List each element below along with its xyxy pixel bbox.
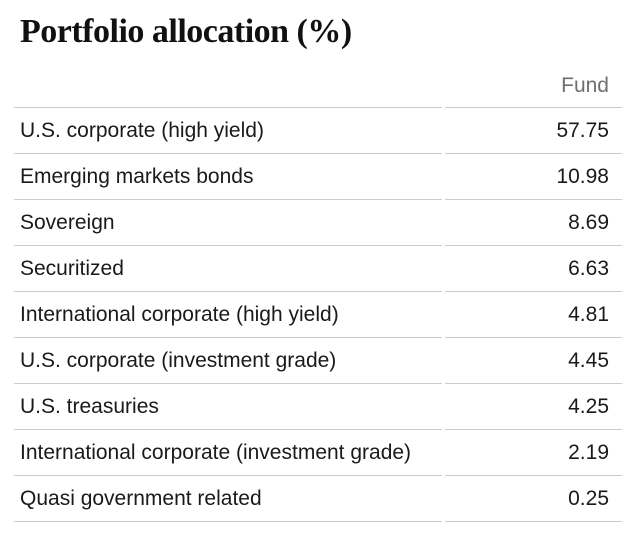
- table-row: Emerging markets bonds 10.98: [14, 154, 622, 200]
- table-row: International corporate (investment grad…: [14, 430, 622, 476]
- category-label: U.S. treasuries: [14, 384, 442, 430]
- category-label: Securitized: [14, 246, 442, 292]
- table-row: Securitized 6.63: [14, 246, 622, 292]
- portfolio-allocation-card: Portfolio allocation (%) Fund U.S. corpo…: [11, 13, 625, 522]
- fund-value: 2.19: [445, 430, 622, 476]
- table-row: U.S. corporate (investment grade) 4.45: [14, 338, 622, 384]
- fund-value: 10.98: [445, 154, 622, 200]
- table-header-row: Fund: [14, 54, 622, 108]
- fund-value: 57.75: [445, 108, 622, 154]
- category-label: Sovereign: [14, 200, 442, 246]
- category-label: Emerging markets bonds: [14, 154, 442, 200]
- category-label: U.S. corporate (investment grade): [14, 338, 442, 384]
- category-label: Quasi government related: [14, 476, 442, 522]
- table-row: Quasi government related 0.25: [14, 476, 622, 522]
- category-label: International corporate (high yield): [14, 292, 442, 338]
- category-label: International corporate (investment grad…: [14, 430, 442, 476]
- page-title: Portfolio allocation (%): [20, 13, 352, 50]
- table-row: U.S. corporate (high yield) 57.75: [14, 108, 622, 154]
- allocation-table: Fund U.S. corporate (high yield) 57.75 E…: [11, 54, 625, 522]
- fund-value: 0.25: [445, 476, 622, 522]
- fund-value: 8.69: [445, 200, 622, 246]
- fund-value: 4.25: [445, 384, 622, 430]
- fund-value: 4.81: [445, 292, 622, 338]
- table-row: International corporate (high yield) 4.8…: [14, 292, 622, 338]
- fund-value: 6.63: [445, 246, 622, 292]
- fund-column-header: Fund: [445, 54, 622, 108]
- category-column-header: [14, 54, 442, 108]
- fund-value: 4.45: [445, 338, 622, 384]
- table-row: U.S. treasuries 4.25: [14, 384, 622, 430]
- table-row: Sovereign 8.69: [14, 200, 622, 246]
- category-label: U.S. corporate (high yield): [14, 108, 442, 154]
